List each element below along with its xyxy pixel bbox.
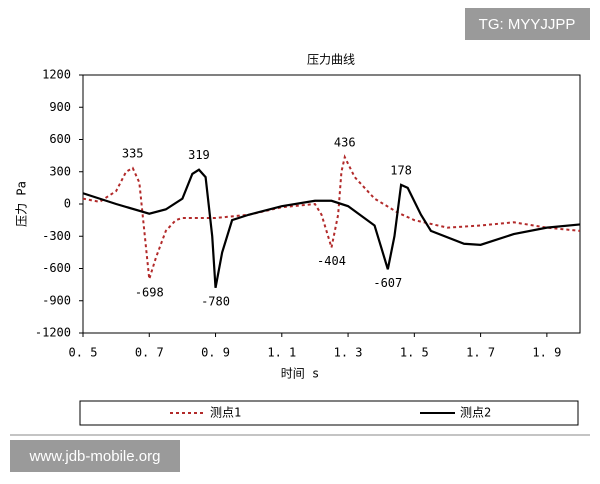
x-tick-label: 0. 7: [135, 346, 164, 360]
y-tick-label: 600: [49, 132, 71, 146]
y-tick-label: 1200: [42, 68, 71, 82]
data-label: 319: [188, 148, 210, 162]
watermark: TG: MYYJJPP: [479, 16, 576, 33]
data-label: -404: [317, 254, 346, 268]
x-tick-label: 1. 9: [532, 346, 561, 360]
data-label: 436: [334, 136, 356, 150]
data-label: 178: [390, 163, 412, 177]
line: [82, 154, 581, 280]
legend: [79, 400, 579, 426]
line: [82, 168, 581, 289]
y-tick-label: 900: [49, 100, 71, 114]
watermark: www.jdb-mobile.org: [29, 448, 161, 465]
watermark-box: [10, 440, 180, 472]
x-tick-label: 1. 7: [466, 346, 495, 360]
data-label: 335: [122, 146, 144, 160]
watermark-box: [465, 8, 590, 40]
y-tick-label: -900: [42, 293, 71, 307]
y-tick-label: -300: [42, 229, 71, 243]
y-tick-label: 300: [49, 164, 71, 178]
x-tick-label: 1. 1: [267, 346, 296, 360]
legend-label: 测点1: [210, 406, 241, 420]
data-label: -607: [373, 276, 402, 290]
y-tick-label: -600: [42, 261, 71, 275]
data-label: -780: [201, 294, 230, 308]
data-label: -698: [135, 286, 164, 300]
y-tick-label: 0: [64, 197, 71, 211]
legend-label: 测点2: [460, 406, 491, 420]
chart-title: 压力曲线: [307, 53, 355, 67]
x-tick-label: 0. 9: [201, 346, 230, 360]
x-tick-label: 0. 5: [69, 346, 98, 360]
y-tick-label: -1200: [35, 326, 71, 340]
x-tick-label: 1. 5: [400, 346, 429, 360]
x-axis-label: 时间 s: [281, 367, 319, 381]
x-tick-label: 1. 3: [334, 346, 363, 360]
y-axis-label: 压力 Pa: [15, 181, 29, 227]
